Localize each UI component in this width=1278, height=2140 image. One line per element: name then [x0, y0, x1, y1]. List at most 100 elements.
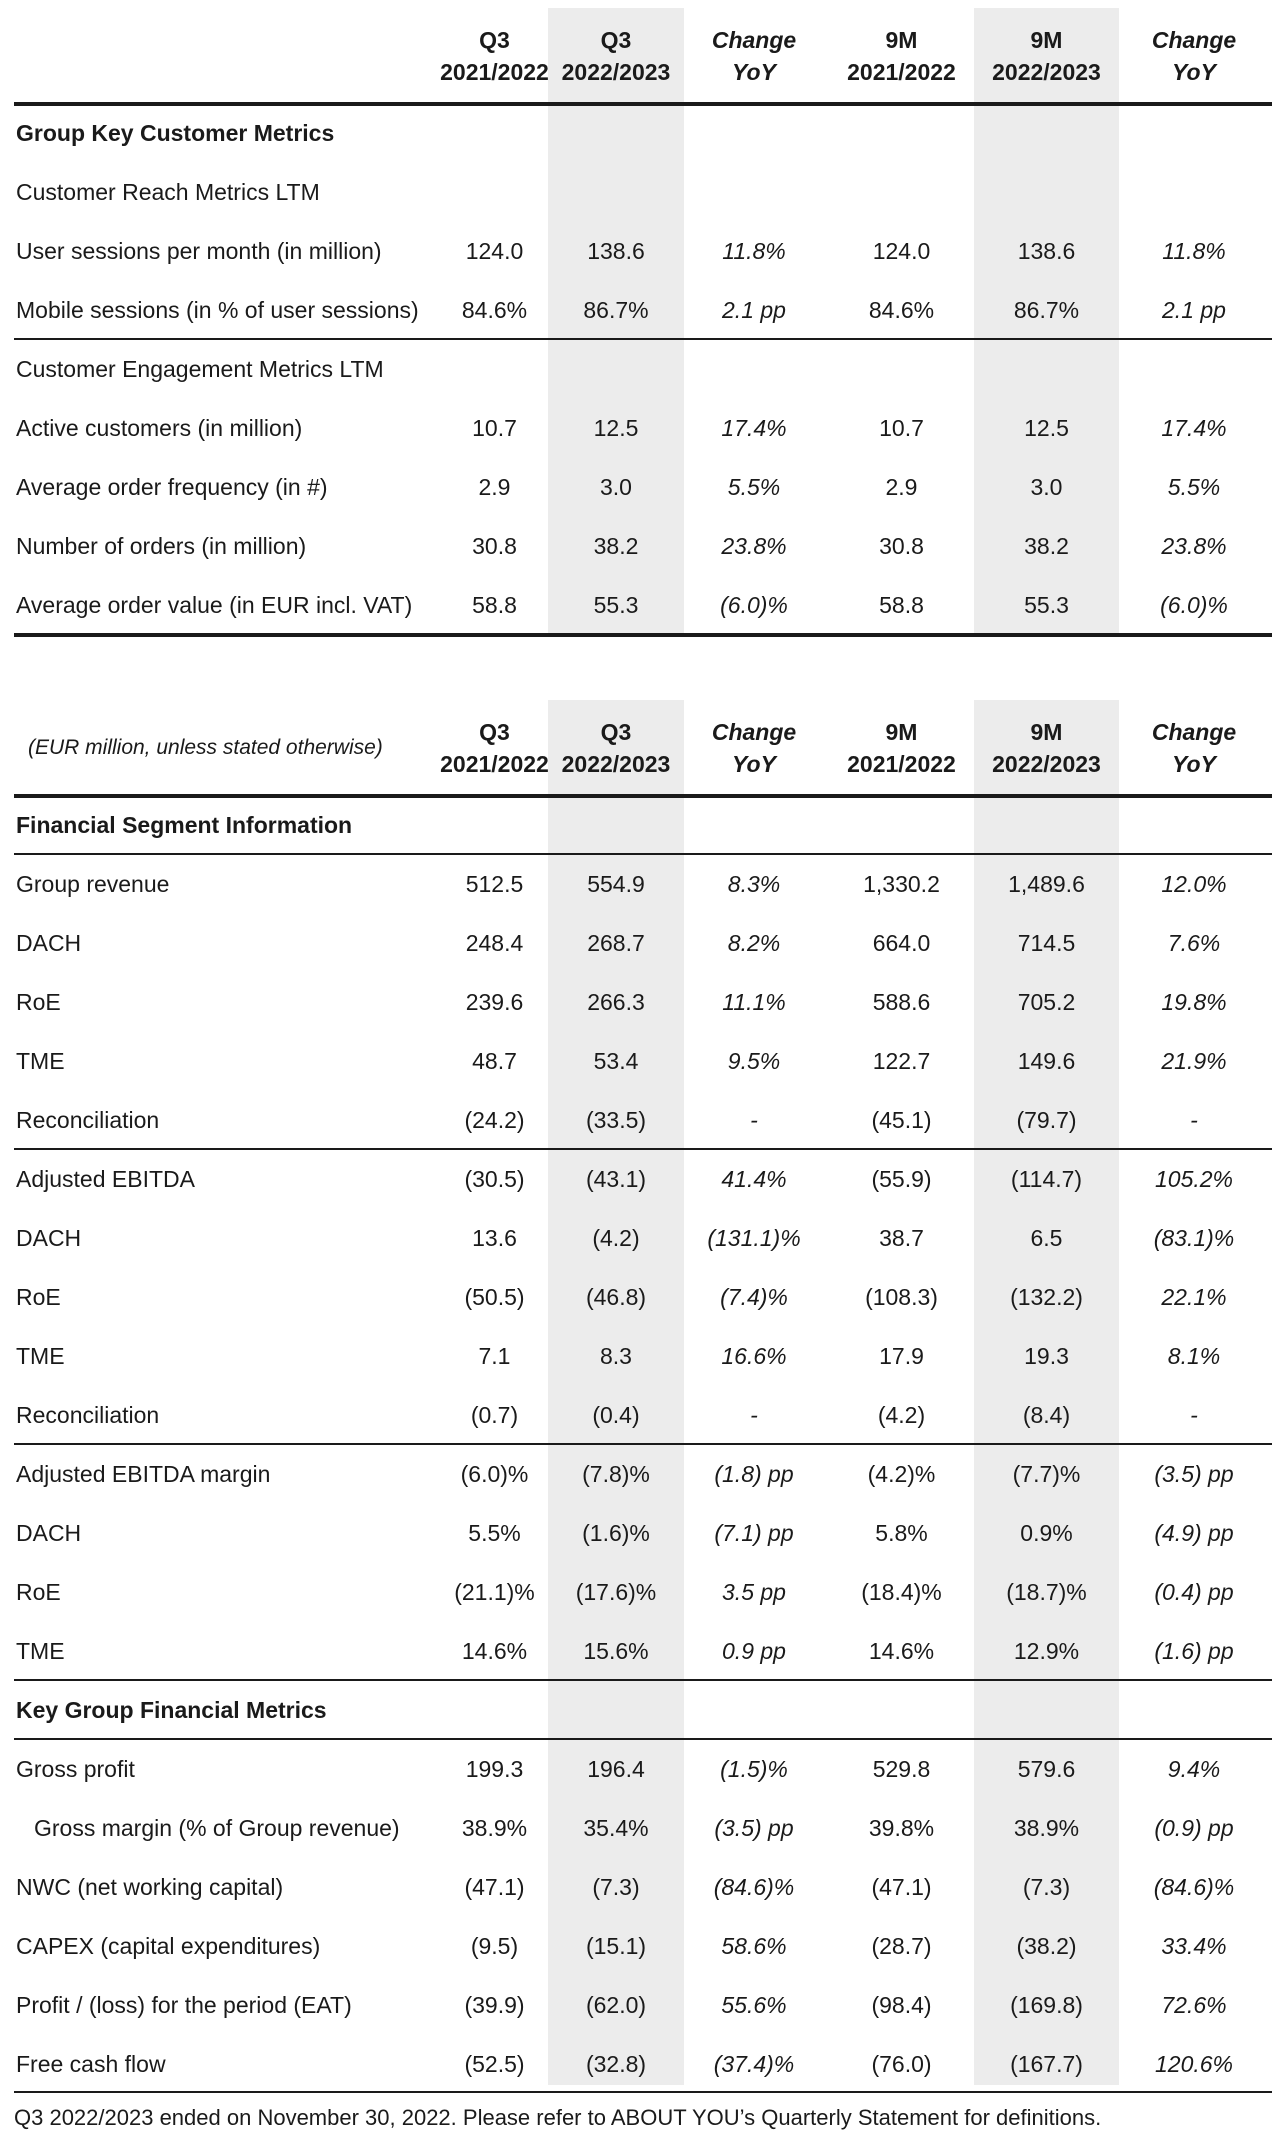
row-value: (114.7) — [1010, 1166, 1083, 1192]
section-rule — [14, 853, 1272, 855]
row-value: (1.6)% — [582, 1520, 650, 1546]
row-value: (6.0)% — [720, 592, 788, 618]
unit-note: (EUR million, unless stated otherwise) — [28, 736, 383, 759]
row-label: TME — [16, 1343, 65, 1369]
row-value: 53.4 — [593, 1048, 639, 1074]
row-value: 84.6% — [461, 297, 528, 323]
row-value: (47.1) — [871, 1874, 932, 1900]
row-value: 6.5 — [1030, 1225, 1063, 1251]
row-value: (7.7)% — [1012, 1461, 1081, 1487]
table-row: TME 7.1 8.3 16.6% 17.9 19.3 8.1% — [14, 1327, 1272, 1386]
row-value: 7.1 — [478, 1343, 511, 1369]
row-value: 38.9% — [461, 1815, 528, 1841]
table-row: Group revenue 512.5 554.9 8.3% 1,330.2 1,489.… — [14, 855, 1272, 914]
row-value: (32.8) — [585, 2051, 647, 2077]
row-value: 58.6% — [721, 1933, 787, 1959]
col-header: Change YoY — [711, 27, 797, 85]
row-value — [684, 1681, 824, 1740]
row-value: 9.4% — [1167, 1756, 1221, 1782]
row-value: 12.5 — [593, 415, 639, 441]
row-value — [427, 1681, 562, 1740]
table-row: TME 48.7 53.4 9.5% 122.7 149.6 21.9% — [14, 1032, 1272, 1091]
row-value: 11.8% — [1162, 238, 1226, 264]
row-value: 5.5% — [468, 1520, 521, 1546]
row-value: 2.9 — [478, 474, 511, 500]
row-value: 579.6 — [1017, 1756, 1076, 1782]
table-row: Active customers (in million) 10.7 12.5 17.… — [14, 399, 1272, 458]
row-label: Gross margin (% of Group revenue) — [34, 1815, 400, 1841]
row-value: (7.3) — [1022, 1874, 1071, 1900]
row-value: (1.5)% — [720, 1756, 788, 1782]
row-value: 5.5% — [727, 474, 781, 500]
row-value: 16.6% — [721, 1343, 787, 1369]
col-header: Q3 2021/2022 — [440, 719, 549, 777]
table-header: Q3 2021/2022 Q3 2022/2023 Change YoY 9M 2021… — [14, 8, 1272, 104]
row-value: 12.9% — [1013, 1638, 1080, 1664]
row-value — [1119, 1681, 1269, 1740]
row-value: (132.2) — [1010, 1284, 1083, 1310]
table-body: Group Key Customer Metrics Customer Reach… — [14, 104, 1272, 635]
row-value — [829, 340, 974, 399]
row-value — [427, 163, 562, 222]
row-value: (79.7) — [1016, 1107, 1077, 1133]
row-value: (62.0) — [585, 1992, 647, 2018]
row-value: 1,330.2 — [863, 871, 940, 897]
row-label: DACH — [16, 1520, 82, 1546]
row-value: 3.0 — [1030, 474, 1063, 500]
row-value: 2.1 pp — [1162, 297, 1226, 323]
row-value: 124.0 — [465, 238, 524, 264]
row-value: 138.6 — [587, 238, 645, 264]
row-value — [684, 340, 824, 399]
table-row: Adjusted EBITDA margin (6.0)% (7.8)% (1.8) … — [14, 1445, 1272, 1504]
row-value: 248.4 — [465, 930, 524, 956]
row-value: 239.6 — [465, 989, 524, 1015]
row-value: 33.4% — [1161, 1933, 1227, 1959]
section-rule — [14, 1443, 1272, 1445]
row-value — [684, 796, 824, 855]
table-row: Profit / (loss) for the period (EAT) (39.… — [14, 1976, 1272, 2035]
row-value: (24.2) — [464, 1107, 525, 1133]
bottom-rule — [14, 2091, 1272, 2093]
col-header: Q3 2021/2022 — [440, 27, 549, 85]
row-value: (50.5) — [464, 1284, 525, 1310]
row-label: CAPEX (capital expenditures) — [16, 1933, 321, 1959]
row-value: 17.9 — [879, 1343, 924, 1369]
table-row: Reconciliation (0.7) (0.4) - (4.2) (8.4) - — [14, 1386, 1272, 1445]
row-value: 17.4% — [1161, 415, 1227, 441]
row-value: 664.0 — [872, 930, 931, 956]
row-value — [548, 1681, 684, 1740]
row-value: 0.9 pp — [722, 1638, 786, 1664]
table-row: User sessions per month (in million) 124.… — [14, 222, 1272, 281]
row-value: 10.7 — [472, 415, 517, 441]
row-label: Group revenue — [16, 871, 170, 897]
row-value: 19.3 — [1024, 1343, 1069, 1369]
col-header: Q3 2022/2023 — [561, 719, 671, 777]
row-value — [427, 104, 562, 163]
row-label: Adjusted EBITDA — [16, 1166, 195, 1192]
row-value: (0.4) — [592, 1402, 640, 1428]
row-value: - — [750, 1107, 758, 1133]
row-value — [974, 1681, 1119, 1740]
row-value: (28.7) — [871, 1933, 932, 1959]
table-body: Financial Segment Information Group reven… — [14, 796, 1272, 2094]
row-label: NWC (net working capital) — [16, 1874, 284, 1900]
row-label: Profit / (loss) for the period (EAT) — [16, 1992, 352, 2018]
row-value: (45.1) — [871, 1107, 932, 1133]
row-value: (131.1)% — [707, 1225, 801, 1251]
table-row: DACH 248.4 268.7 8.2% 664.0 714.5 7.6% — [14, 914, 1272, 973]
row-value: 2.9 — [885, 474, 918, 500]
bottom-rule — [14, 633, 1272, 637]
row-value — [684, 163, 824, 222]
row-value: 30.8 — [879, 533, 924, 559]
row-value: (84.6)% — [1153, 1874, 1235, 1900]
row-value: 13.6 — [472, 1225, 517, 1251]
table-row: CAPEX (capital expenditures) (9.5) (15.1) 5… — [14, 1917, 1272, 1976]
header-rule — [14, 102, 1272, 106]
financial-metrics-table: (EUR million, unless stated otherwise) Q… — [14, 700, 1272, 2094]
row-value: (15.1) — [585, 1933, 647, 1959]
row-value: 72.6% — [1161, 1992, 1227, 2018]
row-value: 55.6% — [721, 1992, 787, 2018]
row-value: (18.7)% — [1006, 1579, 1087, 1605]
row-value: 58.8 — [879, 592, 924, 618]
row-value: 23.8% — [721, 533, 787, 559]
